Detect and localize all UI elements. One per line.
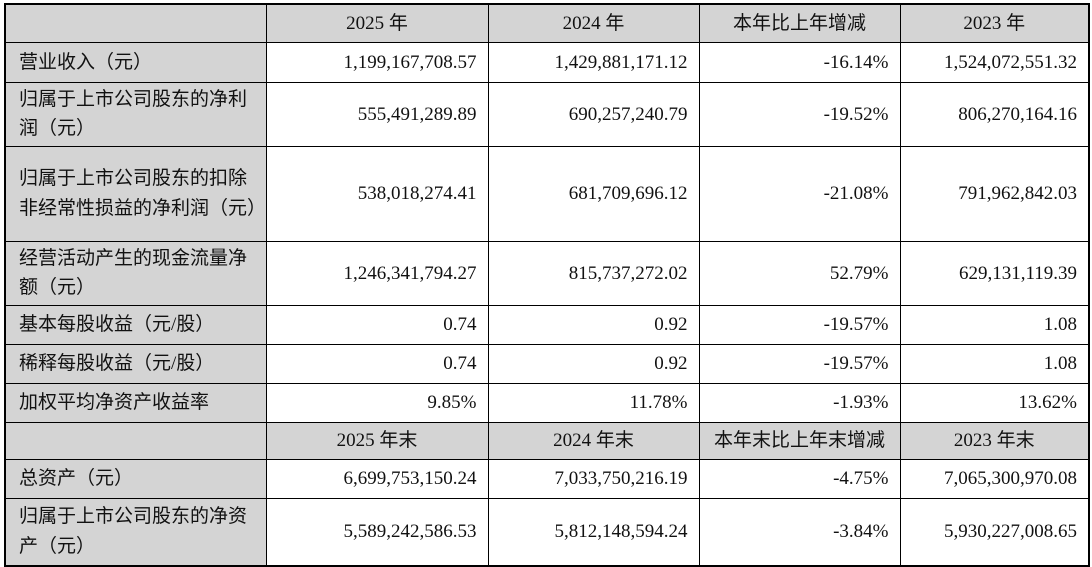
yearend-header-2024: 2024 年末: [487, 421, 700, 460]
change-header: 本年比上年增减: [698, 3, 901, 43]
value-cell: 6,699,753,150.24: [265, 458, 489, 499]
year-header-2024: 2024 年: [487, 3, 700, 43]
table-row-total-assets: 总资产（元） 6,699,753,150.24 7,033,750,216.19…: [4, 458, 1090, 499]
table-row-net-profit-excl-nonrecurring: 归属于上市公司股东的扣除非经常性损益的净利润（元） 538,018,274.41…: [4, 145, 1090, 242]
value-cell: 5,812,148,594.24: [487, 497, 700, 567]
empty-header-cell: [4, 3, 267, 43]
year-header-2023: 2023 年: [899, 3, 1090, 43]
change-cell: -3.84%: [698, 497, 901, 567]
value-cell: 1.08: [899, 343, 1090, 384]
value-cell: 806,270,164.16: [899, 82, 1090, 147]
value-cell: 0.74: [265, 304, 489, 345]
value-cell: 629,131,119.39: [899, 240, 1090, 306]
value-cell: 690,257,240.79: [487, 82, 700, 147]
value-cell: 1,429,881,171.12: [487, 42, 700, 83]
year-header-2025: 2025 年: [265, 3, 489, 43]
value-cell: 0.92: [487, 304, 700, 345]
eoy-header-row: 2025 年末 2024 年末 本年末比上年末增减 2023 年末: [4, 421, 1090, 460]
table-row-revenue: 营业收入（元） 1,199,167,708.57 1,429,881,171.1…: [4, 42, 1090, 83]
change-cell: -4.75%: [698, 458, 901, 499]
value-cell: 1.08: [899, 304, 1090, 345]
value-cell: 11.78%: [487, 382, 700, 423]
value-cell: 1,246,341,794.27: [265, 240, 489, 306]
value-cell: 5,589,242,586.53: [265, 497, 489, 567]
value-cell: 0.92: [487, 343, 700, 384]
value-cell: 555,491,289.89: [265, 82, 489, 147]
row-label: 营业收入（元）: [4, 42, 267, 83]
change-cell: -19.52%: [698, 82, 901, 147]
yearend-header-2023: 2023 年末: [899, 421, 1090, 460]
value-cell: 815,737,272.02: [487, 240, 700, 306]
row-label: 总资产（元）: [4, 458, 267, 499]
row-label: 经营活动产生的现金流量净额（元）: [4, 240, 267, 306]
change-cell: -19.57%: [698, 304, 901, 345]
row-label: 归属于上市公司股东的净资产（元）: [4, 497, 267, 567]
table-row-operating-cash-flow: 经营活动产生的现金流量净额（元） 1,246,341,794.27 815,73…: [4, 240, 1090, 306]
empty-header-cell: [4, 421, 267, 460]
table-row-net-assets: 归属于上市公司股东的净资产（元） 5,589,242,586.53 5,812,…: [4, 497, 1090, 567]
table-row-net-profit: 归属于上市公司股东的净利润（元） 555,491,289.89 690,257,…: [4, 82, 1090, 147]
value-cell: 681,709,696.12: [487, 145, 700, 242]
annual-header-row: 2025 年 2024 年 本年比上年增减 2023 年: [4, 3, 1090, 43]
value-cell: 5,930,227,008.65: [899, 497, 1090, 567]
value-cell: 538,018,274.41: [265, 145, 489, 242]
table-row-weighted-avg-roe: 加权平均净资产收益率 9.85% 11.78% -1.93% 13.62%: [4, 382, 1090, 423]
value-cell: 1,524,072,551.32: [899, 42, 1090, 83]
change-cell: -19.57%: [698, 343, 901, 384]
value-cell: 7,065,300,970.08: [899, 458, 1090, 499]
change-cell: 52.79%: [698, 240, 901, 306]
value-cell: 791,962,842.03: [899, 145, 1090, 242]
yearend-header-2025: 2025 年末: [265, 421, 489, 460]
value-cell: 13.62%: [899, 382, 1090, 423]
change-cell: -21.08%: [698, 145, 901, 242]
change-cell: -1.93%: [698, 382, 901, 423]
row-label: 归属于上市公司股东的扣除非经常性损益的净利润（元）: [4, 145, 267, 242]
row-label: 归属于上市公司股东的净利润（元）: [4, 82, 267, 147]
row-label: 基本每股收益（元/股）: [4, 304, 267, 345]
financial-summary-table: 2025 年 2024 年 本年比上年增减 2023 年 营业收入（元） 1,1…: [4, 3, 1090, 567]
table-row-diluted-eps: 稀释每股收益（元/股） 0.74 0.92 -19.57% 1.08: [4, 343, 1090, 384]
value-cell: 7,033,750,216.19: [487, 458, 700, 499]
yearend-change-header: 本年末比上年末增减: [698, 421, 901, 460]
value-cell: 1,199,167,708.57: [265, 42, 489, 83]
change-cell: -16.14%: [698, 42, 901, 83]
row-label: 稀释每股收益（元/股）: [4, 343, 267, 384]
row-label: 加权平均净资产收益率: [4, 382, 267, 423]
value-cell: 0.74: [265, 343, 489, 384]
table-row-basic-eps: 基本每股收益（元/股） 0.74 0.92 -19.57% 1.08: [4, 304, 1090, 345]
value-cell: 9.85%: [265, 382, 489, 423]
